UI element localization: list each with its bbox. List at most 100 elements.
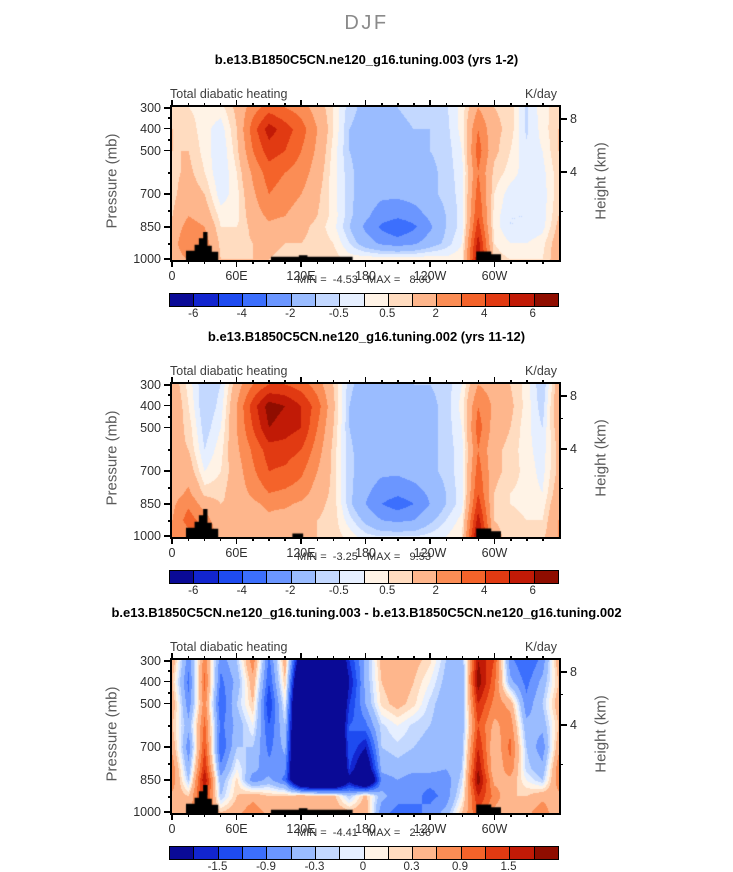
x-minor-tick [284,380,286,384]
x-tick-label: 120W [413,546,447,560]
figure-title: DJF [344,12,389,34]
height-tick [559,417,563,420]
x-minor-tick [348,656,351,660]
x-major-tick [493,653,495,660]
pressure-tick-label: 500 [140,696,161,711]
colorbar-segment [194,571,219,583]
x-major-tick [429,377,431,384]
x-minor-tick [219,380,222,384]
minmax-label: MIN = -4.41 MAX = 2.36 [297,827,431,839]
x-tick-label: 60W [481,269,508,283]
x-tick-label: 180 [355,822,376,836]
pressure-tick-label: 700 [140,187,161,202]
x-minor-tick [348,813,351,817]
x-minor-tick [203,813,206,817]
x-major-tick [300,537,302,544]
x-minor-tick [187,380,190,384]
x-minor-tick [413,656,415,660]
colorbar-segment [461,847,487,859]
panel-title: b.e13.B1850C5CN.ne120_g16.tuning.002 (yr… [207,329,526,344]
plot-area: 0 60E 120E 180 120W 60W 300 400 500 700 850 1000 8 4 [133,100,577,283]
x-minor-tick [187,537,190,541]
pressure-major-tick [164,149,172,152]
x-major-tick [171,813,173,820]
x-minor-tick [461,260,464,264]
x-tick-label: 60E [225,822,248,836]
x-minor-tick [526,260,528,264]
panel-difference: b.e13.B1850C5CN.ne120_g16.tuning.003 - b… [0,599,733,872]
panel-title: b.e13.B1850C5CN.ne120_g16.tuning.003 (yr… [214,52,519,67]
colorbar-tick-label: 0.5 [379,308,396,320]
height-tick [559,448,567,450]
colorbar-segment [388,294,414,306]
x-minor-tick [268,656,270,660]
x-minor-tick [348,537,351,541]
height-tick-label: 4 [570,718,577,733]
colorbar-segment [218,847,243,859]
x-minor-tick [477,813,480,817]
pressure-minor-tick [168,725,172,727]
x-minor-tick [284,103,286,107]
x-minor-tick [477,537,480,541]
x-minor-tick [510,103,512,107]
colorbar-tick-label: 2 [432,585,439,597]
colorbar-segment [437,294,462,306]
x-minor-tick [397,103,399,107]
colorbar-segment [413,571,438,583]
x-minor-tick [477,260,480,264]
colorbar-segment [461,294,487,306]
colorbar-segment [194,847,219,859]
height-tick [559,210,563,213]
x-major-tick [300,260,302,267]
x-major-tick [493,537,495,544]
x-minor-tick [252,380,254,384]
x-major-tick [429,813,431,820]
x-major-tick [235,813,237,820]
x-minor-tick [332,813,335,817]
x-minor-tick [413,537,415,541]
x-minor-tick [510,813,512,817]
x-minor-tick [332,537,335,541]
x-minor-tick [413,380,415,384]
x-minor-tick [461,813,464,817]
colorbar-segment [170,571,195,583]
x-major-tick [171,537,173,544]
colorbar-segment [194,294,219,306]
heatmap-canvas [172,107,559,260]
colorbar-segment [510,847,535,859]
units-label: K/day [525,640,557,654]
x-minor-tick [187,260,190,264]
x-minor-tick [332,656,335,660]
colorbar-tick-label: 0 [359,861,367,872]
field-label: Total diabatic heating [170,87,288,101]
height-tick [559,763,563,766]
colorbar-segment [291,847,316,859]
colorbar-segment [315,571,341,583]
colorbar-tick-label: 0.9 [452,861,468,872]
height-tick [559,395,567,397]
colorbar-segment [413,294,438,306]
colorbar-tick-label: -0.3 [304,861,325,872]
x-major-tick [429,100,431,107]
pressure-tick-label: 850 [140,220,161,235]
x-tick-label: 120W [413,822,447,836]
colorbar-tick-label: 1.5 [500,861,517,872]
x-minor-tick [445,380,448,384]
x-minor-tick [187,103,190,107]
x-major-tick [171,260,173,267]
x-minor-tick [332,380,335,384]
x-minor-tick [332,260,335,264]
colorbar-tick-label: -4 [236,585,247,597]
x-tick-label: 0 [168,822,176,836]
units-label: K/day [525,87,557,101]
x-minor-tick [397,813,399,817]
colorbar-segment [218,571,243,583]
x-minor-tick [284,260,286,264]
x-major-tick [300,100,302,107]
x-minor-tick [542,537,544,541]
pressure-major-tick [164,503,172,505]
colorbar [169,846,559,860]
x-minor-tick [219,656,222,660]
colorbar [169,570,559,584]
height-tick-label: 8 [570,389,577,404]
